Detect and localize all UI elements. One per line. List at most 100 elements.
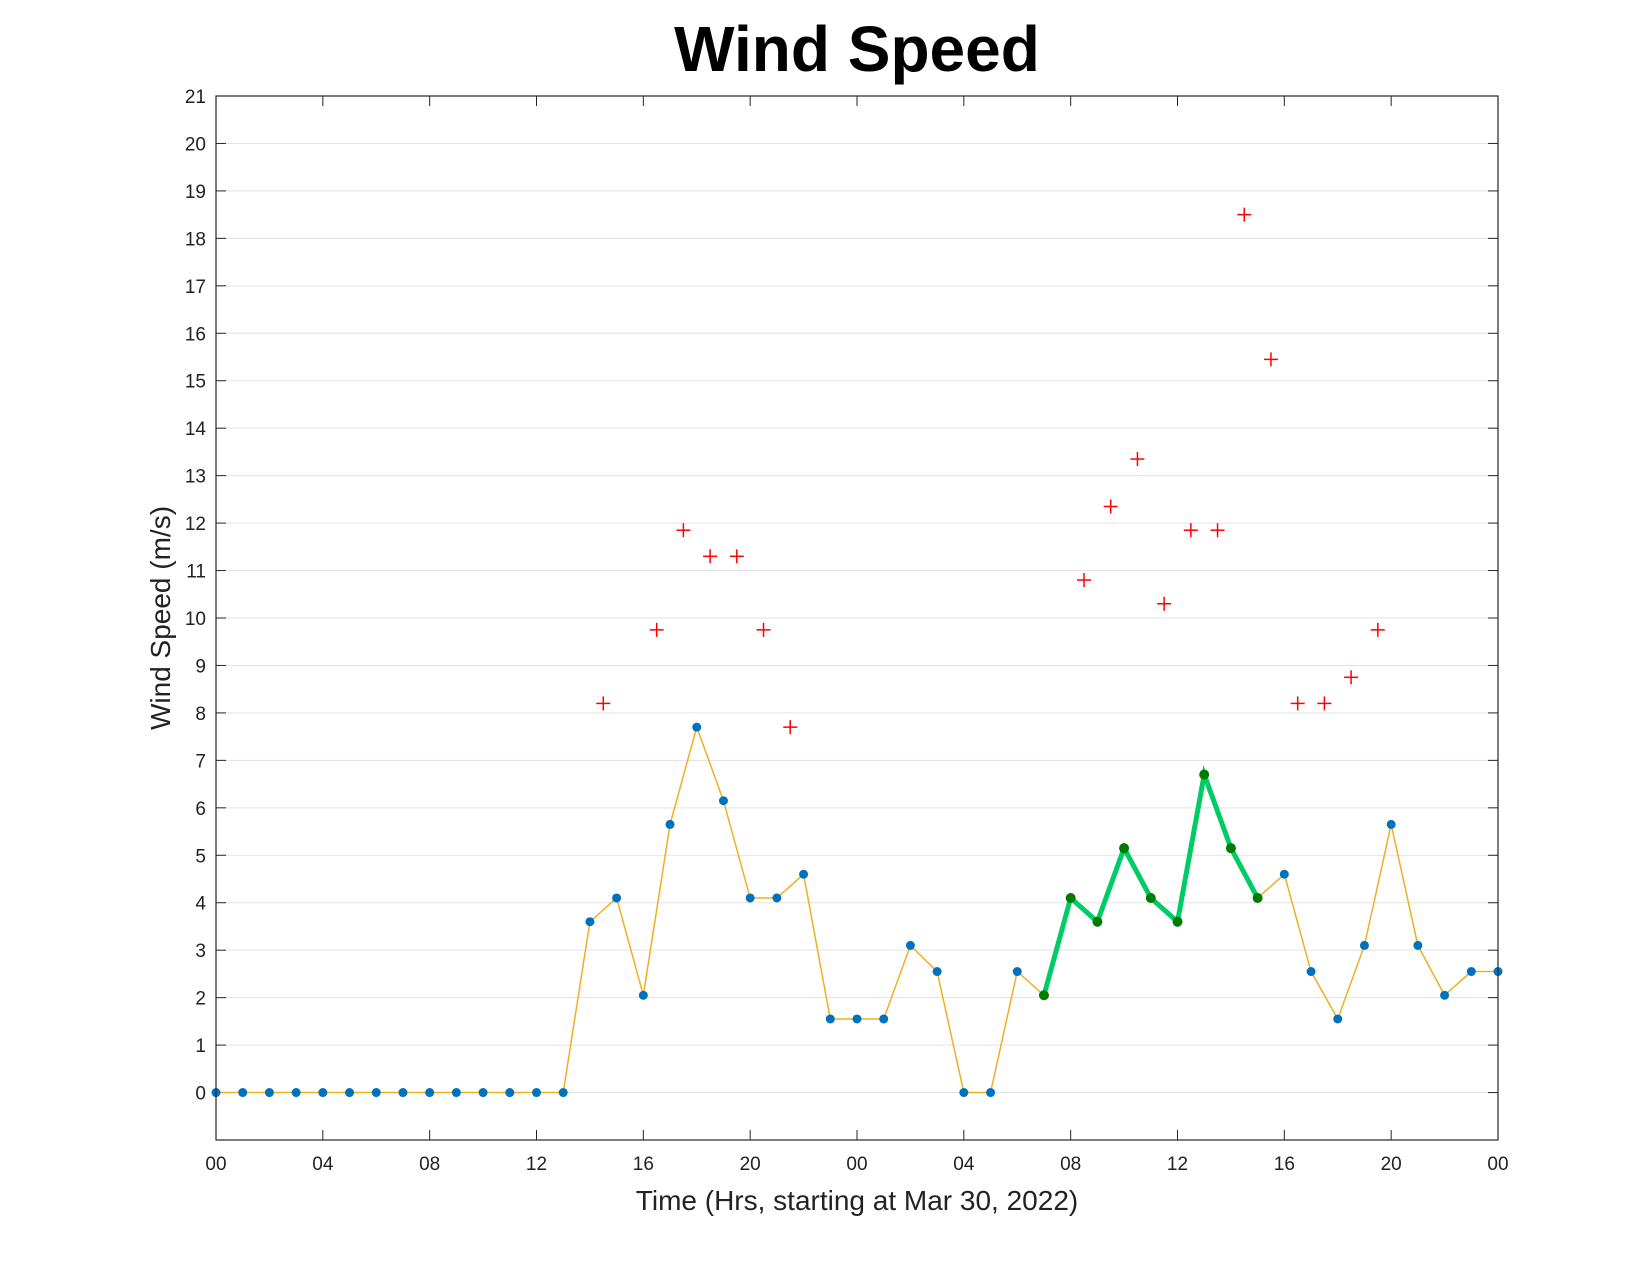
x-tick-label: 00 (1487, 1154, 1508, 1175)
mean-series-point (478, 1088, 488, 1098)
highlight-series-point (1092, 916, 1103, 927)
y-tick-label: 5 (195, 846, 206, 867)
y-tick-label: 19 (185, 182, 206, 203)
x-tick-label: 00 (205, 1154, 226, 1175)
mean-series-point (932, 967, 942, 977)
mean-series-point (318, 1088, 328, 1098)
y-tick-label: 13 (185, 467, 206, 488)
mean-series-point (905, 940, 915, 950)
mean-series-point (1279, 869, 1289, 879)
x-tick-label: 16 (633, 1154, 654, 1175)
mean-series-point (505, 1088, 515, 1098)
highlight-series-point (1225, 843, 1236, 854)
gust-series-point (703, 549, 718, 564)
mean-series-point (692, 722, 702, 732)
mean-series-point (1359, 940, 1369, 950)
y-tick-label: 9 (195, 656, 206, 677)
mean-series-point (825, 1014, 835, 1024)
x-tick-label: 20 (1381, 1154, 1402, 1175)
mean-series-point (398, 1088, 408, 1098)
mean-series-point (345, 1088, 355, 1098)
mean-series-point (1306, 967, 1316, 977)
highlight-series-point (1145, 892, 1156, 903)
y-tick-label: 8 (195, 704, 206, 725)
mean-series-point (772, 893, 782, 903)
mean-series-point (1012, 967, 1022, 977)
y-axis-label: Wind Speed (m/s) (145, 506, 176, 730)
y-tick-label: 12 (185, 514, 206, 535)
gust-series-point (1317, 696, 1332, 711)
highlight-series-point (1038, 990, 1049, 1001)
mean-series (211, 722, 1503, 1098)
mean-series-point (371, 1088, 381, 1098)
chart-title: Wind Speed (674, 13, 1040, 85)
mean-series-point (959, 1088, 969, 1098)
gust-series-point (729, 549, 744, 564)
mean-series-point (745, 893, 755, 903)
y-tick-label: 6 (195, 799, 206, 820)
mean-series-point (1466, 967, 1476, 977)
mean-series-point (986, 1088, 996, 1098)
gust-series-point (756, 622, 771, 637)
grid-lines (216, 95, 1498, 1094)
gust-series-point (1263, 352, 1278, 367)
mean-series-point (238, 1088, 248, 1098)
mean-series-point (425, 1088, 435, 1098)
highlight-series (1038, 765, 1263, 1001)
x-axis-label: Time (Hrs, starting at Mar 30, 2022) (636, 1185, 1078, 1216)
gust-series-point (649, 622, 664, 637)
y-tick-label: 7 (195, 751, 206, 772)
x-tick-label: 04 (953, 1154, 975, 1175)
mean-series-point (264, 1088, 274, 1098)
mean-series-point (532, 1088, 541, 1098)
gust-series-point (1077, 573, 1092, 588)
gust-series-point (1210, 523, 1225, 538)
x-tick-label: 16 (1274, 1154, 1295, 1175)
x-tick-label: 04 (312, 1154, 334, 1175)
mean-series-line (216, 724, 1498, 1094)
highlight-series-point (1252, 892, 1263, 903)
y-tick-label: 17 (185, 277, 206, 298)
y-tick-label: 20 (185, 134, 206, 155)
highlight-series-point (1172, 916, 1183, 927)
mean-series-point (638, 990, 648, 1000)
gust-series-point (1237, 207, 1252, 222)
y-tick-label: 2 (195, 989, 206, 1010)
y-tick-label: 14 (185, 419, 207, 440)
x-tick-label: 08 (419, 1154, 440, 1175)
mean-series-point (1333, 1014, 1343, 1024)
gust-series (596, 207, 1385, 735)
mean-series-point (1386, 819, 1396, 829)
x-tick-label: 08 (1060, 1154, 1081, 1175)
gust-series-point (676, 523, 691, 538)
mean-series-point (1440, 990, 1450, 1000)
gust-series-point (1183, 523, 1198, 538)
y-tick-label: 4 (195, 894, 206, 915)
highlight-series-point (1199, 769, 1210, 780)
gust-series-point (1103, 499, 1118, 514)
y-tick-label: 15 (185, 372, 206, 393)
y-tick-label: 0 (195, 1084, 206, 1105)
gust-series-point (1344, 670, 1359, 685)
y-tick-label: 3 (195, 941, 206, 962)
y-tick-label: 21 (185, 87, 206, 108)
y-axis-label-group: Wind Speed (m/s) (145, 506, 176, 730)
mean-series-point (291, 1088, 301, 1098)
gust-series-point (596, 696, 611, 711)
x-tick-label: 12 (526, 1154, 547, 1175)
x-tick-label: 00 (846, 1154, 867, 1175)
gust-series-point (783, 720, 798, 735)
mean-series-point (585, 917, 595, 927)
mean-series-point (799, 869, 809, 879)
gust-series-point (1130, 452, 1145, 467)
x-tick-label: 12 (1167, 1154, 1188, 1175)
plot-frame (215, 95, 1499, 1141)
highlight-series-point (1119, 843, 1130, 854)
mean-series-point (718, 796, 728, 806)
y-tick-label: 16 (185, 324, 206, 345)
mean-series-point (879, 1014, 889, 1024)
gust-series-point (1370, 622, 1385, 637)
mean-series-point (558, 1088, 568, 1098)
